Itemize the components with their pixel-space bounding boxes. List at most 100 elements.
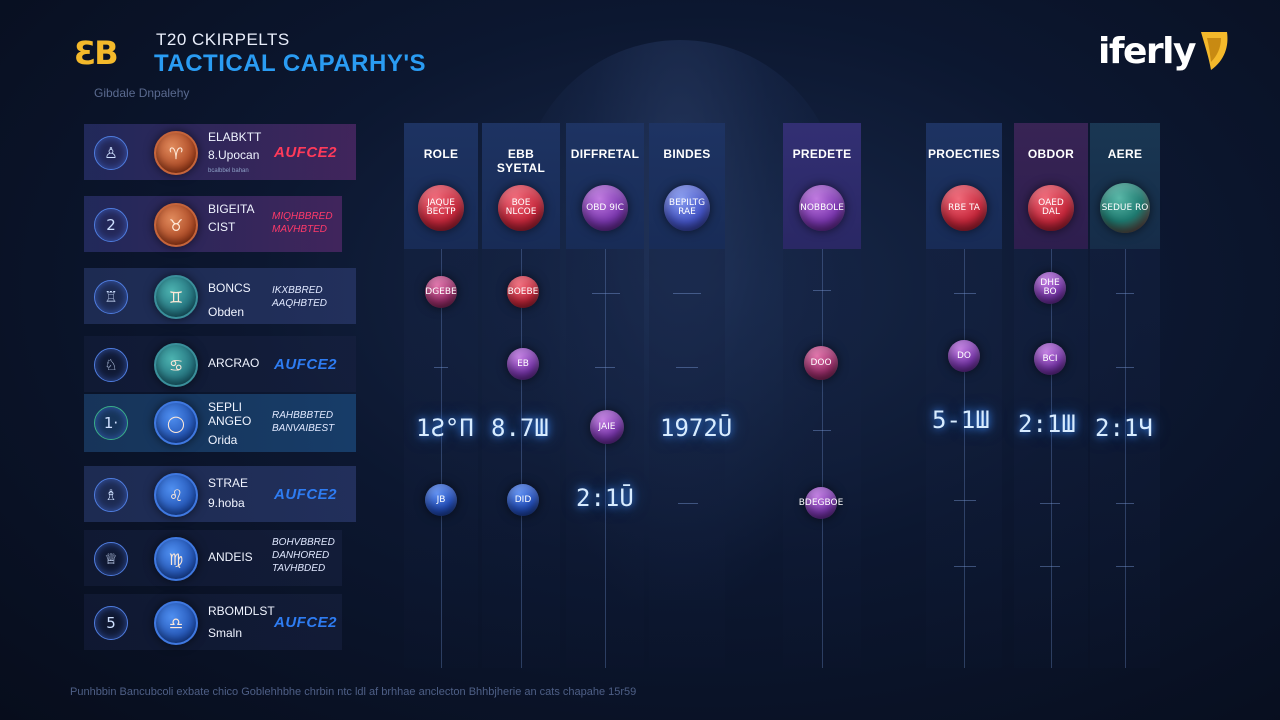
empty-cell-dash	[1116, 566, 1134, 567]
cell-ball[interactable]: EB	[507, 348, 539, 380]
player-row-8[interactable]: 5 ♎ RBOMDLST Smaln AUFCE2	[84, 594, 342, 650]
column-line	[964, 249, 965, 668]
player-detail: ANGEO	[208, 414, 252, 428]
column-head-ball: BOE NLCOE	[498, 185, 544, 231]
player-name: ELABKTT	[208, 130, 262, 144]
column-header: PREDETE NOBBOLE	[783, 123, 861, 249]
empty-cell-dash	[595, 367, 615, 368]
column-head-ball: BEPILTG RAE	[664, 185, 710, 231]
column-line	[441, 249, 442, 668]
player-avatar: ♌	[154, 473, 198, 517]
player-detail: Smaln	[208, 626, 243, 640]
cell-ball[interactable]: BOEBE	[507, 276, 539, 308]
cell-ball[interactable]: DID	[507, 484, 539, 516]
player-row-2[interactable]: 2 ♉ BIGEITA CIST MIQHBBRED MAVHBTED	[84, 196, 342, 252]
cell-ball[interactable]: DGEBE	[425, 276, 457, 308]
player-tag: AUFCE2	[274, 144, 338, 161]
brand-shield-icon	[1200, 32, 1228, 70]
stat-diffretal-value: 2:1Ū	[576, 484, 634, 512]
player-name: BONCS	[208, 281, 251, 295]
player-row-5[interactable]: 1· ◯ SEPLI ANGEO Orida RAHBBBTED BANVAIB…	[84, 394, 356, 452]
role-allrounder-icon: 1·	[94, 406, 128, 440]
empty-cell-dash	[673, 293, 701, 294]
player-name: SEPLI	[208, 400, 243, 414]
column-header: AERE SEDUE RO	[1090, 123, 1160, 249]
column-header: ROLE JAQUE BECTP	[404, 123, 478, 249]
player-tag: RAHBBBTED BANVAIBEST	[272, 410, 335, 434]
column-aere[interactable]: AERE SEDUE RO	[1090, 123, 1160, 668]
player-avatar: ♈	[154, 131, 198, 175]
column-obdor[interactable]: OBDOR OAED DAL	[1014, 123, 1088, 668]
column-header: PROECTIES RBE TA	[926, 123, 1002, 249]
player-team: Orida	[208, 433, 238, 447]
player-name: RBOMDLST	[208, 604, 275, 618]
column-line	[687, 249, 688, 668]
column-role[interactable]: ROLE JAQUE BECTP	[404, 123, 478, 668]
cell-ball[interactable]: DO	[948, 340, 980, 372]
empty-cell-dash	[1116, 367, 1134, 368]
player-name: ARCRAO	[208, 356, 260, 370]
empty-cell-dash	[954, 293, 976, 294]
role-captain-icon: ♕	[94, 542, 128, 576]
player-detail: CIST	[208, 220, 236, 234]
player-row-3[interactable]: ♖ ♊ BONCS Obden IKXBBRED AAQHBTED	[84, 268, 356, 324]
column-line	[521, 249, 522, 668]
player-row-1[interactable]: ♙ ♈ ELABKTT 8.Upocan bcalbbel bahan AUFC…	[84, 124, 356, 180]
column-ebb-syetal[interactable]: EBB SYETAL BOE NLCOE	[482, 123, 560, 668]
column-proecties[interactable]: PROECTIES RBE TA	[926, 123, 1002, 668]
cell-ball[interactable]: BCI	[1034, 343, 1066, 375]
column-predete[interactable]: PREDETE NOBBOLE	[783, 123, 861, 668]
column-label: PREDETE	[792, 147, 852, 161]
stat-obdor-value: 2:1Ш	[1018, 410, 1076, 438]
cell-ball[interactable]: JAIE	[590, 410, 624, 444]
player-avatar: ♉	[154, 203, 198, 247]
column-header: DIFFRETAL OBD 9IC	[566, 123, 644, 249]
player-row-7[interactable]: ♕ ♍ ANDEIS BOHVBBRED DANHORED TAVHBDED	[84, 530, 342, 586]
player-row-4[interactable]: ♘ ♋ ARCRAO AUFCE2	[84, 336, 356, 392]
column-diffretal[interactable]: DIFFRETAL OBD 9IC	[566, 123, 644, 668]
cell-ball[interactable]: DOO	[804, 346, 838, 380]
player-avatar: ♊	[154, 275, 198, 319]
stat-role-value: 1Ƨ°П	[416, 414, 474, 442]
player-tag: AUFCE2	[274, 356, 338, 373]
player-avatar: ♎	[154, 601, 198, 645]
empty-cell-dash	[1040, 566, 1060, 567]
player-name: BIGEITA	[208, 202, 255, 216]
column-head-ball: OAED DAL	[1028, 185, 1074, 231]
column-bindes[interactable]: BINDES BEPILTG RAE	[649, 123, 725, 668]
column-line	[605, 249, 606, 668]
cell-ball[interactable]: DHE BO	[1034, 272, 1066, 304]
player-tag: MIQHBBRED MAVHBTED	[272, 211, 333, 235]
empty-cell-dash	[954, 566, 976, 567]
stat-aere-value: 2:1Ч	[1095, 414, 1153, 442]
role-number-icon: 5	[94, 606, 128, 640]
column-head-ball: RBE TA	[941, 185, 987, 231]
empty-cell-dash	[1116, 503, 1134, 504]
column-header: BINDES BEPILTG RAE	[649, 123, 725, 249]
player-tag: IKXBBRED AAQHBTED	[272, 285, 328, 309]
column-head-ball: JAQUE BECTP	[418, 185, 464, 231]
column-line	[822, 249, 823, 668]
column-head-ball: OBD 9IC	[582, 185, 628, 231]
column-label: DIFFRETAL	[570, 147, 640, 161]
column-line	[1125, 249, 1126, 668]
footer-text: Punhbbin Bancubcoli exbate chico Goblehh…	[70, 686, 637, 698]
column-header: OBDOR OAED DAL	[1014, 123, 1088, 249]
role-fielder-icon: ♗	[94, 478, 128, 512]
empty-cell-dash	[592, 293, 620, 294]
column-line	[1051, 249, 1052, 668]
cell-ball[interactable]: BDEGBOE	[799, 487, 843, 519]
empty-cell-dash	[813, 290, 831, 291]
role-number-icon: 2	[94, 208, 128, 242]
player-name: ANDEIS	[208, 550, 253, 564]
player-row-6[interactable]: ♗ ♌ STRAE 9.hoba AUFCE2	[84, 466, 356, 522]
stat-ebb-value: 8.7Ш	[491, 414, 549, 442]
column-label: EBB SYETAL	[496, 147, 546, 175]
empty-cell-dash	[1040, 503, 1060, 504]
stat-bindes-value: 1972Ū	[660, 414, 733, 442]
header-top-line: T20 CKIRPELTS	[156, 30, 290, 49]
player-meta: bcalbbel bahan	[208, 168, 249, 174]
column-head-ball: NOBBOLE	[799, 185, 845, 231]
cell-ball[interactable]: JB	[425, 484, 457, 516]
column-label: ROLE	[423, 147, 459, 161]
